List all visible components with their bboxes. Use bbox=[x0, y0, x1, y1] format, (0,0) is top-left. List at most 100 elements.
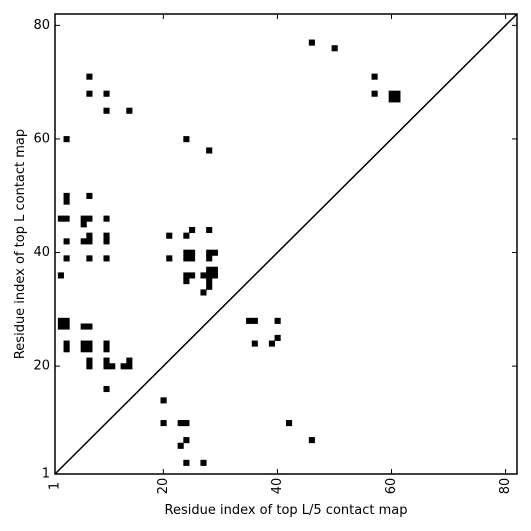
contact-marks bbox=[57, 39, 401, 466]
contact-cell bbox=[394, 96, 401, 103]
contact-cell bbox=[57, 215, 64, 222]
contact-cell bbox=[57, 323, 64, 330]
contact-cell bbox=[268, 340, 275, 347]
contact-cell bbox=[103, 107, 110, 114]
contact-cell bbox=[126, 357, 133, 364]
contact-cell bbox=[63, 136, 70, 143]
x-tick-label: 1 bbox=[48, 482, 63, 490]
contact-cell bbox=[160, 397, 167, 404]
contact-cell bbox=[189, 255, 196, 262]
contact-cell bbox=[126, 107, 133, 114]
contact-cell bbox=[86, 232, 93, 239]
contact-cell bbox=[183, 437, 190, 444]
contact-cell bbox=[86, 215, 93, 222]
contact-cell bbox=[86, 363, 93, 370]
contact-cell bbox=[86, 357, 93, 364]
contact-cell bbox=[206, 147, 213, 154]
contact-cell bbox=[308, 39, 315, 46]
y-tick-label: 80 bbox=[33, 18, 50, 33]
contact-cell bbox=[103, 346, 110, 353]
y-tick-label: 60 bbox=[33, 131, 50, 146]
contact-cell bbox=[120, 363, 127, 370]
contact-cell bbox=[206, 283, 213, 290]
contact-cell bbox=[80, 238, 87, 245]
contact-cell bbox=[63, 340, 70, 347]
contact-cell bbox=[388, 90, 395, 97]
contact-cell bbox=[211, 272, 218, 279]
contact-cell bbox=[63, 323, 70, 330]
contact-cell bbox=[388, 96, 395, 103]
contact-cell bbox=[63, 192, 70, 199]
axis-ticks: 1 20 40 60 80 1 20 40 60 80 bbox=[33, 14, 517, 494]
contact-cell bbox=[211, 249, 218, 256]
contact-cell bbox=[183, 249, 190, 256]
contact-cell bbox=[177, 420, 184, 427]
contact-cell bbox=[274, 334, 281, 341]
y-axis-label: Residue index of top L contact map bbox=[13, 129, 28, 359]
contact-cell bbox=[246, 317, 253, 324]
contact-cell bbox=[80, 340, 87, 347]
contact-cell bbox=[394, 90, 401, 97]
contact-cell bbox=[183, 420, 190, 427]
contact-cell bbox=[206, 249, 213, 256]
diagonal-line bbox=[54, 13, 518, 475]
contact-cell bbox=[80, 323, 87, 330]
contact-cell bbox=[200, 289, 207, 296]
contact-cell bbox=[308, 437, 315, 444]
contact-cell bbox=[371, 90, 378, 97]
contact-cell bbox=[166, 232, 173, 239]
contact-cell bbox=[103, 255, 110, 262]
contact-cell bbox=[183, 272, 190, 279]
contact-cell bbox=[183, 278, 190, 285]
contact-cell bbox=[86, 238, 93, 245]
contact-cell bbox=[86, 90, 93, 97]
contact-cell bbox=[183, 459, 190, 466]
contact-cell bbox=[80, 221, 87, 228]
contact-cell bbox=[183, 255, 190, 262]
x-tick-label: 60 bbox=[384, 478, 399, 495]
contact-cell bbox=[200, 272, 207, 279]
plot-frame bbox=[54, 13, 518, 475]
contact-cell bbox=[86, 192, 93, 199]
x-tick-label: 80 bbox=[498, 478, 513, 495]
contact-cell bbox=[103, 357, 110, 364]
contact-cell bbox=[103, 340, 110, 347]
contact-cell bbox=[103, 363, 110, 370]
contact-cell bbox=[63, 238, 70, 245]
contact-cell bbox=[274, 317, 281, 324]
contact-cell bbox=[251, 317, 258, 324]
contact-cell bbox=[206, 226, 213, 234]
x-axis-label: Residue index of top L/5 contact map bbox=[165, 503, 408, 518]
contact-cell bbox=[206, 266, 213, 273]
contact-cell bbox=[103, 232, 110, 239]
contact-cell bbox=[86, 346, 93, 353]
y-tick-label: 40 bbox=[33, 245, 50, 260]
contact-cell bbox=[86, 255, 93, 262]
contact-cell bbox=[183, 232, 190, 239]
contact-cell bbox=[126, 363, 133, 370]
contact-cell bbox=[103, 90, 110, 97]
contact-cell bbox=[206, 255, 213, 262]
contact-cell bbox=[286, 420, 293, 427]
contact-cell bbox=[103, 238, 110, 245]
contact-cell bbox=[251, 340, 258, 347]
contact-cell bbox=[57, 272, 64, 279]
contact-cell bbox=[371, 73, 378, 80]
contact-cell bbox=[86, 340, 93, 347]
contact-cell bbox=[189, 249, 196, 256]
contact-cell bbox=[160, 420, 167, 427]
contact-cell bbox=[177, 442, 184, 449]
contact-cell bbox=[189, 226, 196, 234]
contact-cell bbox=[63, 346, 70, 353]
contact-cell bbox=[63, 255, 70, 262]
contact-cell bbox=[109, 363, 116, 370]
contact-cell bbox=[63, 198, 70, 205]
contact-cell bbox=[331, 45, 338, 52]
contact-cell bbox=[63, 317, 70, 324]
contact-cell bbox=[200, 459, 207, 466]
contact-cell bbox=[103, 385, 110, 393]
contact-cell bbox=[57, 317, 64, 324]
contact-cell bbox=[211, 266, 218, 273]
contact-cell bbox=[86, 73, 93, 80]
contact-cell bbox=[86, 323, 93, 330]
